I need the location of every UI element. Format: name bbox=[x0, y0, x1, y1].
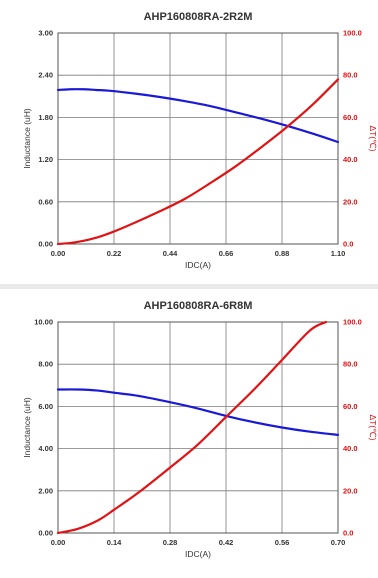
y2-tick-label: 80.0 bbox=[343, 71, 358, 80]
x-tick-label: 0.88 bbox=[275, 249, 290, 258]
y-tick-label: 0.00 bbox=[38, 529, 53, 538]
y2-tick-label: 40.0 bbox=[343, 444, 358, 453]
chart-separator bbox=[0, 284, 378, 289]
y-tick-label: 0.60 bbox=[38, 197, 53, 206]
y2-axis-label: ΔT(℃) bbox=[368, 125, 378, 151]
x-tick-label: 0.42 bbox=[219, 538, 234, 547]
y2-axis-label: ΔT(℃) bbox=[368, 414, 378, 440]
x-tick-label: 0.00 bbox=[51, 249, 66, 258]
y2-tick-label: 0.0 bbox=[343, 240, 353, 249]
y-tick-label: 4.00 bbox=[38, 444, 53, 453]
y-tick-label: 10.00 bbox=[34, 318, 53, 327]
y-axis-label: Inductance (uH) bbox=[22, 397, 32, 458]
chart-title: AHP160808RA-6R8M bbox=[144, 300, 253, 312]
chart-svg-top: AHP160808RA-2R2M 0.00 0.60 1.20 1.80 2.40 3.00… bbox=[22, 11, 378, 270]
x-tick-label: 0.14 bbox=[107, 538, 122, 547]
x-tick-label: 0.56 bbox=[275, 538, 290, 547]
y2-tick-label: 20.0 bbox=[343, 486, 358, 495]
y-tick-label: 1.80 bbox=[38, 113, 53, 122]
plot-frame bbox=[57, 321, 339, 534]
y-tick-label: 6.00 bbox=[38, 402, 53, 411]
x-tick-label: 1.10 bbox=[331, 249, 346, 258]
chart-svg-bottom: AHP160808RA-6R8M 0.00 2.00 4.00 6.00 8.00 10.0… bbox=[22, 300, 378, 559]
y2-tick-label: 40.0 bbox=[343, 155, 358, 164]
chart-panel-top: AHP160808RA-2R2M 0.00 0.60 1.20 1.80 2.40 3.00… bbox=[0, 0, 378, 284]
y-tick-label: 0.00 bbox=[38, 240, 53, 249]
y-tick-label: 3.00 bbox=[38, 29, 53, 38]
plot-frame bbox=[57, 32, 339, 245]
y-tick-label: 2.00 bbox=[38, 486, 53, 495]
y-tick-label: 1.20 bbox=[38, 155, 53, 164]
y-axis-label: Inductance (uH) bbox=[22, 108, 32, 169]
chart-panel-bottom: AHP160808RA-6R8M 0.00 2.00 4.00 6.00 8.00 10.0… bbox=[0, 289, 378, 573]
y2-tick-label: 100.0 bbox=[343, 29, 362, 38]
x-tick-label: 0.44 bbox=[163, 249, 178, 258]
temperature-rise-line bbox=[56, 78, 340, 246]
x-tick-label: 0.22 bbox=[107, 249, 122, 258]
y2-tick-label: 100.0 bbox=[343, 318, 362, 327]
inductance-line bbox=[56, 388, 340, 436]
x-axis-label: IDC(A) bbox=[185, 260, 211, 270]
x-tick-label: 0.66 bbox=[219, 249, 234, 258]
y-tick-label: 8.00 bbox=[38, 360, 53, 369]
y2-tick-label: 60.0 bbox=[343, 113, 358, 122]
y2-tick-label: 60.0 bbox=[343, 402, 358, 411]
temperature-rise-line bbox=[56, 320, 328, 535]
y2-tick-label: 0.0 bbox=[343, 529, 353, 538]
x-tick-label: 0.00 bbox=[51, 538, 66, 547]
y-tick-label: 2.40 bbox=[38, 71, 53, 80]
y2-tick-label: 80.0 bbox=[343, 360, 358, 369]
x-tick-label: 0.70 bbox=[331, 538, 346, 547]
x-axis-label: IDC(A) bbox=[185, 549, 211, 559]
inductance-line bbox=[56, 88, 340, 144]
y2-tick-label: 20.0 bbox=[343, 197, 358, 206]
chart-title: AHP160808RA-2R2M bbox=[144, 11, 253, 23]
x-tick-label: 0.28 bbox=[163, 538, 178, 547]
